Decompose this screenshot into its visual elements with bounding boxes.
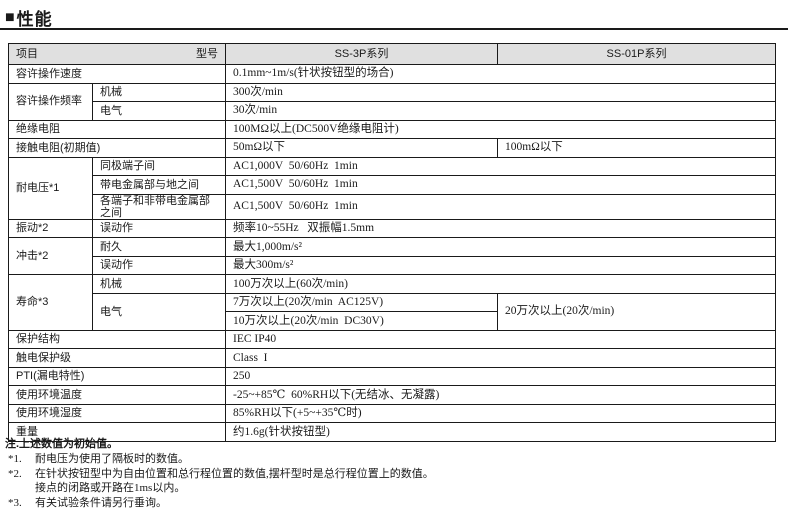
footnotes: 注.上述数值为初始值。 *1. 耐电压为使用了隔板时的数值。 *2. 在针状按钮…: [5, 437, 775, 510]
spec-value: IEC IP40: [225, 329, 776, 350]
header-series2-label: SS-01P系列: [497, 43, 776, 65]
spec-value: -25~+85℃ 60%RH以下(无结冰、无凝露): [225, 385, 776, 405]
spec-value: 约1.6g(针状按钮型): [225, 422, 776, 442]
spec-label: PTI(漏电特性): [8, 366, 226, 387]
table-row: 容许操作速度 0.1mm~1m/s(针状按钮型的场合): [8, 64, 776, 84]
spec-value-ss01p: 20万次以上(20次/min): [497, 292, 776, 331]
spec-value: AC1,500V 50/60Hz 1min: [225, 193, 776, 220]
note-item: *2. 在针状按钮型中为自由位置和总行程位置的数值,摆杆型时是总行程位置上的数值…: [8, 467, 775, 496]
spec-sublabel: 耐久: [92, 237, 226, 257]
table-row: 容许操作频率 机械 300次/min: [8, 82, 776, 121]
table-row: 电气 30次/min: [9, 101, 776, 121]
spec-sublabel: 误动作: [92, 255, 226, 276]
table-row: 绝缘电阻 100MΩ以上(DC500V绝缘电阻计): [8, 119, 776, 139]
spec-value: 100MΩ以上(DC500V绝缘电阻计): [225, 119, 776, 139]
table-row: 重量 约1.6g(针状按钮型): [8, 422, 776, 442]
spec-label: 振动*2: [8, 218, 93, 239]
spec-label: 容许操作速度: [8, 64, 226, 84]
spec-label: 容许操作频率: [8, 82, 93, 121]
table-row: PTI(漏电特性) 250: [8, 366, 776, 387]
spec-sublabel: 同极端子间: [92, 156, 226, 176]
spec-value-ss01p: 100mΩ以下: [497, 138, 776, 158]
table-row: 带电金属部与地之间 AC1,500V 50/60Hz 1min: [9, 175, 776, 195]
table-row: 耐电压*1 同极端子间 AC1,000V 50/60Hz 1min: [8, 156, 776, 220]
spec-value: AC1,000V 50/60Hz 1min: [225, 156, 776, 176]
table-row: 误动作 最大300m/s²: [9, 255, 776, 276]
spec-value: 100万次以上(60次/min): [225, 274, 776, 294]
spec-value-ss3p: 10万次以上(20次/min DC30V): [225, 311, 498, 331]
note-item: *3. 有关试验条件请另行垂询。: [8, 496, 775, 511]
spec-label: 使用环境温度: [8, 385, 226, 405]
spec-sublabel: 电气: [92, 292, 226, 331]
header-item-label: 项目: [16, 47, 38, 60]
note-line: 在针状按钮型中为自由位置和总行程位置的数值,摆杆型时是总行程位置上的数值。: [35, 467, 434, 480]
table-row: 使用环境温度 -25~+85℃ 60%RH以下(无结冰、无凝露): [8, 385, 776, 405]
spec-value: AC1,500V 50/60Hz 1min: [225, 175, 776, 195]
spec-label: 绝缘电阻: [8, 119, 226, 139]
spec-value: Class I: [225, 348, 776, 368]
spec-sublabel: 各端子和非带电金属部之间: [92, 193, 226, 220]
spec-sublabel: 机械: [92, 274, 226, 294]
spec-label: 接触电阻(初期值): [8, 138, 226, 158]
note-heading: 注.上述数值为初始值。: [5, 438, 119, 450]
note-line: 接点的闭路或开路在1ms以内。: [35, 482, 186, 494]
spec-value-ss3p: 7万次以上(20次/min AC125V): [225, 292, 498, 313]
table-row: 冲击*2 耐久 最大1,000m/s²: [8, 237, 776, 276]
table-row: 各端子和非带电金属部之间 AC1,500V 50/60Hz 1min: [9, 193, 776, 220]
section-title: ■ 性能: [5, 5, 53, 30]
note-text: 有关试验条件请另行垂询。: [35, 496, 167, 509]
header-item-model-cell: 项目 型号: [8, 43, 226, 65]
spec-label: 冲击*2: [8, 237, 93, 276]
table-row: 电气 7万次以上(20次/min AC125V) 20万次以上(20次/min): [9, 292, 776, 331]
title-divider: [0, 28, 788, 30]
table-row: 接触电阻(初期值) 50mΩ以下 100mΩ以下: [8, 138, 776, 158]
table-row: 振动*2 误动作 频率10~55Hz 双振幅1.5mm: [8, 218, 776, 239]
spec-label: 保护结构: [8, 329, 226, 350]
spec-sublabel: 带电金属部与地之间: [92, 175, 226, 195]
note-marker: *3.: [8, 496, 22, 509]
spec-value: 300次/min: [225, 82, 776, 102]
spec-value: 0.1mm~1m/s(针状按钮型的场合): [225, 64, 776, 84]
table-row: 使用环境湿度 85%RH以下(+5~+35℃时): [8, 403, 776, 424]
spec-table: 项目 型号 SS-3P系列 SS-01P系列 容许操作速度 0.1mm~1m/s…: [8, 43, 776, 442]
spec-value: 85%RH以下(+5~+35℃时): [225, 403, 776, 424]
spec-label: 触电保护级: [8, 348, 226, 368]
spec-label: 耐电压*1: [8, 156, 93, 220]
page-title: 性能: [16, 10, 53, 29]
section-marker-icon: ■: [5, 8, 16, 26]
spec-value: 30次/min: [225, 101, 776, 121]
spec-sublabel: 误动作: [92, 218, 226, 239]
table-row: 保护结构 IEC IP40: [8, 329, 776, 350]
note-text: 耐电压为使用了隔板时的数值。: [35, 453, 189, 465]
spec-sublabel: 电气: [92, 101, 226, 121]
table-row: 寿命*3 机械 100万次以上(60次/min): [8, 274, 776, 331]
note-marker: *1.: [8, 453, 22, 465]
note-text: 在针状按钮型中为自由位置和总行程位置的数值,摆杆型时是总行程位置上的数值。 接点…: [35, 467, 775, 496]
note-item: *1. 耐电压为使用了隔板时的数值。: [8, 452, 775, 467]
spec-value-ss3p: 50mΩ以下: [225, 138, 498, 158]
spec-label: 使用环境湿度: [8, 403, 226, 424]
spec-value: 250: [225, 366, 776, 387]
spec-label: 寿命*3: [8, 274, 93, 331]
spec-value: 最大300m/s²: [225, 255, 776, 276]
header-series1-label: SS-3P系列: [225, 43, 498, 65]
spec-sublabel: 机械: [92, 82, 226, 102]
spec-value: 最大1,000m/s²: [225, 237, 776, 257]
note-marker: *2.: [8, 467, 22, 480]
table-row: 触电保护级 Class I: [8, 348, 776, 368]
header-model-label: 型号: [196, 47, 218, 60]
table-header-row: 项目 型号 SS-3P系列 SS-01P系列: [8, 43, 776, 65]
spec-value: 频率10~55Hz 双振幅1.5mm: [225, 218, 776, 239]
